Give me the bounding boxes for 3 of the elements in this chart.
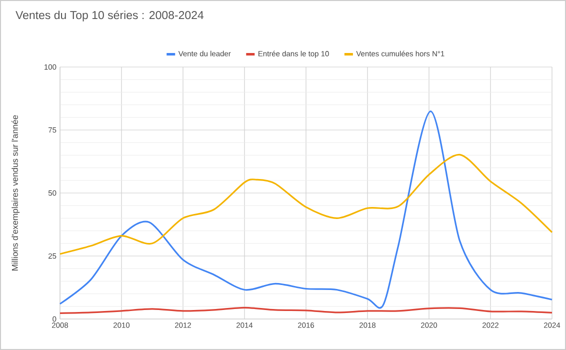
- line-series: [59, 154, 553, 255]
- chart-title: Ventes du Top 10 séries : 2008-2024: [16, 10, 204, 22]
- y-axis-title: Millions d'exemplaires vendus sur l'année: [12, 115, 20, 270]
